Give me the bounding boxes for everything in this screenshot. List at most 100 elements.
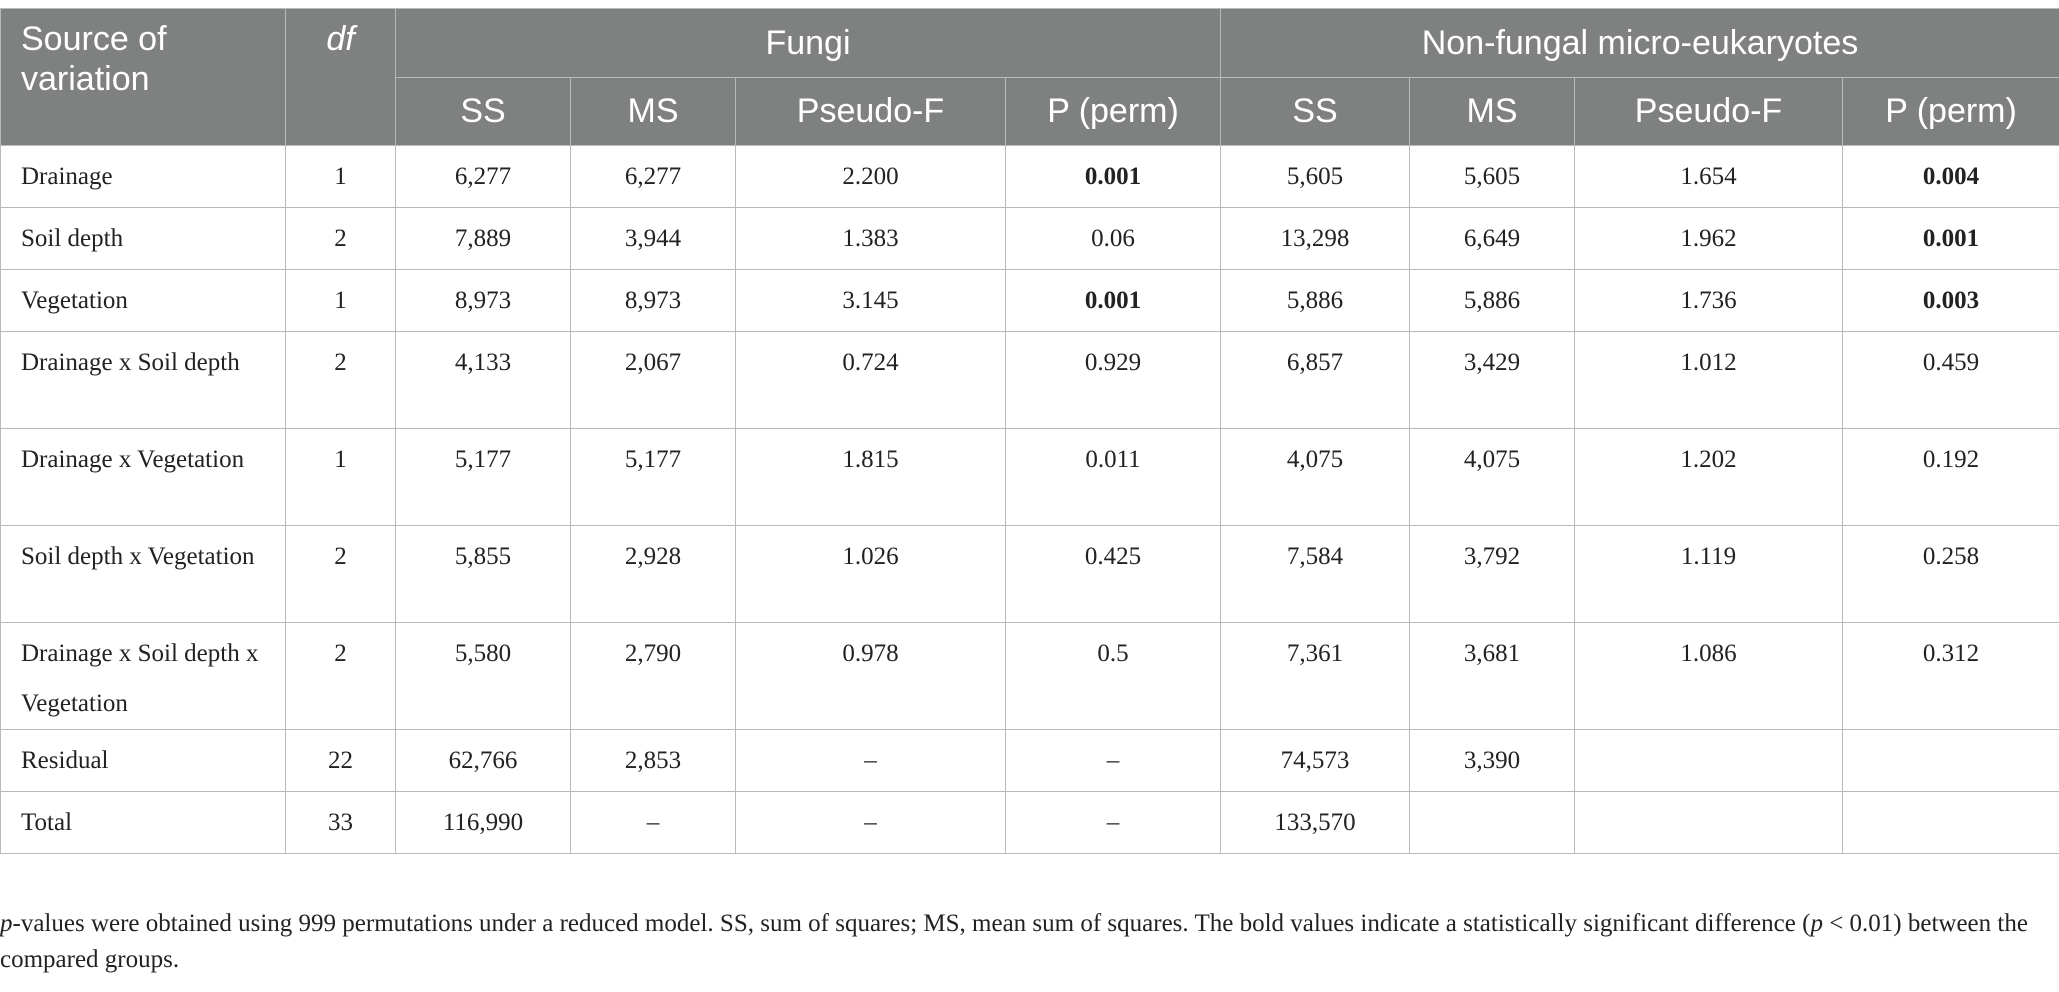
row-df: 2 (285, 331, 396, 429)
fungi-ss-cell: 116,990 (395, 791, 571, 854)
table-body: Drainage 1 6,277 6,277 2.200 0.001 5,605 5,605 1… (0, 145, 2059, 854)
nonfungal-p-perm-cell (1841, 791, 2059, 854)
nonfungal-ss-cell: 5,605 (1220, 145, 1410, 208)
header-row-subcolumns: SS MS Pseudo-F P (perm) SS MS Pseudo-F P… (1, 77, 2059, 146)
fungi-pseudo-f-cell: 3.145 (735, 269, 1006, 332)
table-row: Soil depth x Vegetation 2 5,855 2,928 1.026 0… (0, 525, 2059, 623)
nonfungal-ss-cell: 4,075 (1220, 428, 1410, 526)
header-fungi-p-perm: P (perm) (1005, 77, 1221, 146)
footnote-text-1: -values were obtained using 999 permutat… (12, 910, 1811, 937)
table-row: Residual 22 62,766 2,853– –74,573 3,390 (0, 729, 2059, 792)
row-df: 1 (285, 145, 396, 208)
row-df: 1 (285, 269, 396, 332)
header-df: df (285, 8, 396, 146)
nonfungal-p-perm-cell: 0.459 (1841, 331, 2059, 429)
nonfungal-ss-cell: 6,857 (1220, 331, 1410, 429)
table-row: Drainage 1 6,277 6,277 2.200 0.001 5,605 5,605 1… (0, 145, 2059, 208)
nonfungal-ss-cell: 13,298 (1220, 207, 1410, 270)
nonfungal-ss-cell: 7,584 (1220, 525, 1410, 623)
nonfungal-ms-cell: 3,792 (1409, 525, 1575, 623)
fungi-p-perm-cell: 0.5 (1005, 622, 1221, 730)
table-row: Vegetation 1 8,973 8,973 3.145 0.001 5,886 5,88… (0, 269, 2059, 332)
nonfungal-p-perm-cell: 0.003 (1841, 269, 2059, 332)
nonfungal-p-perm-cell: 0.001 (1841, 207, 2059, 270)
row-source-label: Drainage (0, 145, 286, 208)
footnote-p-inline: p (1810, 910, 1823, 937)
header-group-nonfungal: Non-fungal micro-eukaryotes (1219, 8, 2059, 78)
fungi-ss-cell: 62,766 (395, 729, 571, 792)
fungi-ss-cell: 4,133 (395, 331, 571, 429)
fungi-ss-cell: 8,973 (395, 269, 571, 332)
footnote-p-symbol: p (0, 910, 13, 937)
nonfungal-pseudo-f-cell: 1.736 (1574, 269, 1843, 332)
nonfungal-ss-cell: 7,361 (1220, 622, 1410, 730)
nonfungal-ms-cell (1409, 791, 1575, 854)
fungi-p-perm-cell: 0.001 (1005, 269, 1221, 332)
row-source-label: Soil depth x Vegetation (0, 525, 286, 623)
footnote-text-2: < 0.01) between the compared groups. (0, 910, 2028, 973)
header-fungi-pseudo-f: Pseudo-F (735, 77, 1006, 146)
nonfungal-pseudo-f-cell: 1.012 (1574, 331, 1843, 429)
nonfungal-p-perm-cell (1841, 729, 2059, 792)
fungi-p-perm-cell: 0.06 (1005, 207, 1221, 270)
row-df: 33 (285, 791, 396, 854)
row-source-label: Total (0, 791, 286, 854)
row-source-label: Drainage x Soil depth x Vegetation (0, 622, 286, 730)
row-df: 22 (285, 729, 396, 792)
fungi-ms-cell: 3,944 (570, 207, 736, 270)
header-nonfungal-p-perm: P (perm) (1841, 77, 2059, 146)
nonfungal-pseudo-f-cell: 1.119 (1574, 525, 1843, 623)
row-source-label: Residual (0, 729, 286, 792)
fungi-pseudo-f-cell: – (735, 729, 1006, 792)
nonfungal-ms-cell: 3,390 (1409, 729, 1575, 792)
nonfungal-p-perm-cell: 0.192 (1841, 428, 2059, 526)
fungi-pseudo-f-cell: 0.724 (735, 331, 1006, 429)
nonfungal-pseudo-f-cell: 1.202 (1574, 428, 1843, 526)
nonfungal-p-perm-cell: 0.312 (1841, 622, 2059, 730)
header-nonfungal-pseudo-f: Pseudo-F (1574, 77, 1843, 146)
fungi-p-perm-cell: 0.425 (1005, 525, 1221, 623)
header-nonfungal-ss: SS (1220, 77, 1410, 146)
row-source-label: Drainage x Soil depth (0, 331, 286, 429)
fungi-ms-cell: 2,067 (570, 331, 736, 429)
nonfungal-ss-cell: 133,570 (1220, 791, 1410, 854)
fungi-pseudo-f-cell: 1.383 (735, 207, 1006, 270)
nonfungal-ms-cell: 6,649 (1409, 207, 1575, 270)
fungi-ms-cell: 5,177 (570, 428, 736, 526)
row-df: 2 (285, 622, 396, 730)
header-source-of-variation: Source of variation (0, 8, 286, 146)
fungi-ss-cell: 5,177 (395, 428, 571, 526)
header-fungi-ss: SS (395, 77, 571, 146)
nonfungal-ms-cell: 5,605 (1409, 145, 1575, 208)
nonfungal-p-perm-cell: 0.004 (1841, 145, 2059, 208)
nonfungal-ms-cell: 3,681 (1409, 622, 1575, 730)
table-footnote: p-values were obtained using 999 permuta… (0, 906, 2030, 978)
table-row: Soil depth 2 7,889 3,944 1.383 0.06 13,298 6,64… (0, 207, 2059, 270)
nonfungal-pseudo-f-cell: 1.654 (1574, 145, 1843, 208)
nonfungal-ms-cell: 4,075 (1409, 428, 1575, 526)
fungi-pseudo-f-cell: 0.978 (735, 622, 1006, 730)
fungi-p-perm-cell: 0.001 (1005, 145, 1221, 208)
fungi-p-perm-cell: – (1005, 791, 1221, 854)
nonfungal-ms-cell: 3,429 (1409, 331, 1575, 429)
nonfungal-p-perm-cell: 0.258 (1841, 525, 2059, 623)
header-fungi-ms: MS (570, 77, 736, 146)
fungi-pseudo-f-cell: 1.815 (735, 428, 1006, 526)
table-row: Drainage x Vegetation 1 5,177 5,177 1.815 0.0… (0, 428, 2059, 526)
fungi-ss-cell: 7,889 (395, 207, 571, 270)
fungi-ms-cell: – (570, 791, 736, 854)
nonfungal-ss-cell: 5,886 (1220, 269, 1410, 332)
table-row: Total 33 116,990– – –133,570 (0, 791, 2059, 854)
nonfungal-pseudo-f-cell (1574, 729, 1843, 792)
fungi-pseudo-f-cell: – (735, 791, 1006, 854)
nonfungal-ss-cell: 74,573 (1220, 729, 1410, 792)
fungi-pseudo-f-cell: 1.026 (735, 525, 1006, 623)
nonfungal-pseudo-f-cell: 1.086 (1574, 622, 1843, 730)
row-df: 1 (285, 428, 396, 526)
fungi-ss-cell: 5,855 (395, 525, 571, 623)
fungi-ms-cell: 2,853 (570, 729, 736, 792)
row-source-label: Drainage x Vegetation (0, 428, 286, 526)
fungi-p-perm-cell: 0.011 (1005, 428, 1221, 526)
fungi-ms-cell: 2,790 (570, 622, 736, 730)
row-source-label: Soil depth (0, 207, 286, 270)
